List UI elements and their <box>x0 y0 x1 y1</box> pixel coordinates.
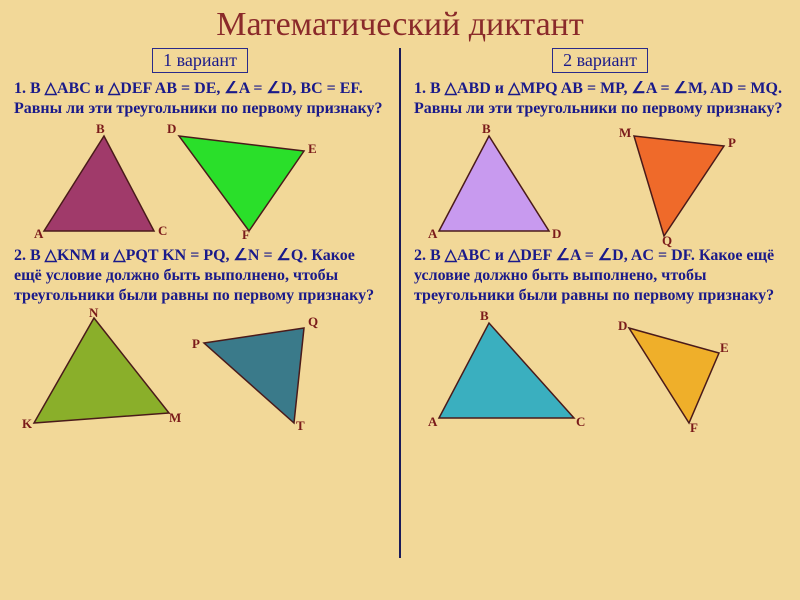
label-C3: C <box>576 414 585 430</box>
triangle-pqt <box>204 328 304 423</box>
v1-problem-1: 1. В △ABC и △DEF AB = DE, ∠A = ∠D, BC = … <box>14 79 386 119</box>
triangle-mpq <box>634 136 724 236</box>
label-A: A <box>34 226 43 242</box>
triangle-def <box>179 136 304 231</box>
label-E: E <box>308 141 317 157</box>
label-Q2: Q <box>662 233 672 249</box>
label-M: M <box>169 410 181 426</box>
variant-2-label: 2 вариант <box>552 48 648 73</box>
variant-2-column: 2 вариант 1. В △ABD и △MPQ AB = MP, ∠A =… <box>400 48 800 588</box>
triangle-abd <box>439 136 549 231</box>
v2-figure-2: A B C D E F <box>414 308 786 438</box>
triangle-knm <box>34 318 169 423</box>
v1-figure-1: A B C D E F <box>14 121 386 246</box>
label-P2: P <box>728 135 736 151</box>
label-P: P <box>192 336 200 352</box>
variant-1-column: 1 вариант 1. В △ABC и △DEF AB = DE, ∠A =… <box>0 48 400 588</box>
label-C: C <box>158 223 167 239</box>
v1-figure-2: K N M P Q T <box>14 308 386 438</box>
label-D: D <box>167 121 176 137</box>
label-Q: Q <box>308 314 318 330</box>
label-M2: M <box>619 125 631 141</box>
label-F3: F <box>690 420 698 436</box>
label-F: F <box>242 227 250 243</box>
v2-figure-1: A B D M P Q <box>414 121 786 246</box>
label-N: N <box>89 305 98 321</box>
label-D3: D <box>618 318 627 334</box>
label-B: B <box>96 121 105 137</box>
label-T: T <box>296 418 305 434</box>
label-B3: B <box>480 308 489 324</box>
label-E3: E <box>720 340 729 356</box>
label-A3: A <box>428 414 437 430</box>
label-A2: A <box>428 226 437 242</box>
v2-problem-1: 1. В △ABD и △MPQ AB = MP, ∠A = ∠M, AD = … <box>414 79 786 119</box>
label-B2: B <box>482 121 491 137</box>
page-title: Математический диктант <box>0 0 800 48</box>
v1-problem-2: 2. В △KNM и △PQT KN = PQ, ∠N = ∠Q. Какое… <box>14 246 386 306</box>
v2-problem-2: 2. В △ABC и △DEF ∠A = ∠D, AC = DF. Какое… <box>414 246 786 306</box>
variant-1-label: 1 вариант <box>152 48 248 73</box>
label-K: K <box>22 416 32 432</box>
triangle-def2 <box>629 328 719 423</box>
triangle-abc2 <box>439 323 574 418</box>
triangle-abc <box>44 136 154 231</box>
label-D2: D <box>552 226 561 242</box>
